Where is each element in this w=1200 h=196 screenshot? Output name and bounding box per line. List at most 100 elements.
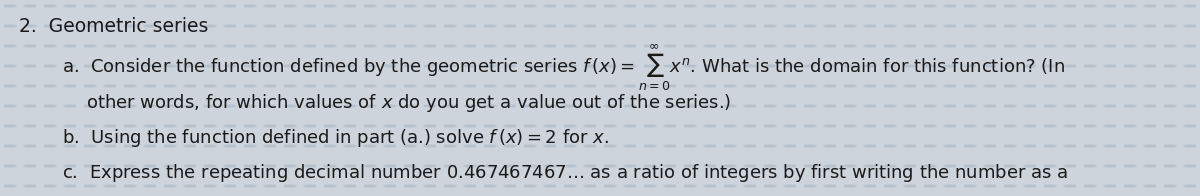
Circle shape — [124, 125, 136, 127]
Circle shape — [464, 125, 476, 127]
Circle shape — [944, 105, 956, 107]
Circle shape — [304, 165, 316, 167]
Circle shape — [644, 105, 656, 107]
Circle shape — [104, 105, 116, 107]
Circle shape — [444, 165, 456, 167]
Circle shape — [904, 65, 916, 67]
Circle shape — [984, 125, 996, 127]
Circle shape — [84, 145, 96, 147]
Circle shape — [224, 65, 236, 67]
Circle shape — [124, 45, 136, 47]
Circle shape — [944, 145, 956, 147]
Circle shape — [1024, 45, 1036, 47]
Circle shape — [964, 145, 976, 147]
Circle shape — [1124, 165, 1136, 167]
Circle shape — [464, 65, 476, 67]
Circle shape — [84, 185, 96, 187]
Circle shape — [344, 165, 356, 167]
Circle shape — [1044, 45, 1056, 47]
Circle shape — [524, 65, 536, 67]
Circle shape — [1024, 85, 1036, 87]
Circle shape — [784, 25, 796, 27]
Circle shape — [184, 65, 196, 67]
Circle shape — [764, 185, 776, 187]
Circle shape — [424, 105, 436, 107]
Circle shape — [844, 45, 856, 47]
Circle shape — [724, 185, 736, 187]
Circle shape — [544, 185, 556, 187]
Circle shape — [304, 145, 316, 147]
Circle shape — [164, 65, 176, 67]
Circle shape — [1104, 185, 1116, 187]
Circle shape — [524, 145, 536, 147]
Circle shape — [444, 85, 456, 87]
Circle shape — [804, 5, 816, 7]
Circle shape — [1084, 45, 1096, 47]
Circle shape — [264, 125, 276, 127]
Circle shape — [784, 145, 796, 147]
Circle shape — [884, 105, 896, 107]
Circle shape — [804, 65, 816, 67]
Circle shape — [184, 125, 196, 127]
Circle shape — [104, 145, 116, 147]
Circle shape — [1024, 125, 1036, 127]
Circle shape — [704, 45, 716, 47]
Circle shape — [1044, 85, 1056, 87]
Circle shape — [884, 165, 896, 167]
Circle shape — [304, 25, 316, 27]
Circle shape — [944, 125, 956, 127]
Circle shape — [1024, 145, 1036, 147]
Circle shape — [384, 165, 396, 167]
Circle shape — [944, 185, 956, 187]
Circle shape — [1044, 185, 1056, 187]
Circle shape — [1104, 105, 1116, 107]
Circle shape — [464, 25, 476, 27]
Circle shape — [1104, 85, 1116, 87]
Circle shape — [4, 165, 16, 167]
Circle shape — [304, 185, 316, 187]
Circle shape — [1004, 85, 1016, 87]
Circle shape — [684, 185, 696, 187]
Circle shape — [284, 65, 296, 67]
Circle shape — [644, 145, 656, 147]
Circle shape — [624, 5, 636, 7]
Circle shape — [324, 85, 336, 87]
Circle shape — [324, 185, 336, 187]
Circle shape — [624, 165, 636, 167]
Circle shape — [64, 125, 76, 127]
Circle shape — [584, 185, 596, 187]
Circle shape — [964, 125, 976, 127]
Circle shape — [924, 125, 936, 127]
Circle shape — [1104, 65, 1116, 67]
Circle shape — [804, 25, 816, 27]
Circle shape — [764, 125, 776, 127]
Circle shape — [144, 85, 156, 87]
Circle shape — [144, 145, 156, 147]
Circle shape — [1124, 25, 1136, 27]
Circle shape — [204, 105, 216, 107]
Circle shape — [1184, 45, 1196, 47]
Circle shape — [1144, 145, 1156, 147]
Circle shape — [584, 45, 596, 47]
Circle shape — [864, 65, 876, 67]
Circle shape — [244, 65, 256, 67]
Circle shape — [1164, 65, 1176, 67]
Circle shape — [224, 145, 236, 147]
Circle shape — [844, 165, 856, 167]
Circle shape — [744, 65, 756, 67]
Circle shape — [1164, 185, 1176, 187]
Circle shape — [864, 125, 876, 127]
Circle shape — [364, 85, 376, 87]
Circle shape — [824, 105, 836, 107]
Circle shape — [1164, 125, 1176, 127]
Circle shape — [404, 85, 416, 87]
Circle shape — [684, 85, 696, 87]
Circle shape — [324, 25, 336, 27]
Circle shape — [824, 5, 836, 7]
Circle shape — [1104, 125, 1116, 127]
Circle shape — [44, 145, 56, 147]
Circle shape — [1184, 105, 1196, 107]
Circle shape — [364, 25, 376, 27]
Circle shape — [544, 25, 556, 27]
Circle shape — [64, 25, 76, 27]
